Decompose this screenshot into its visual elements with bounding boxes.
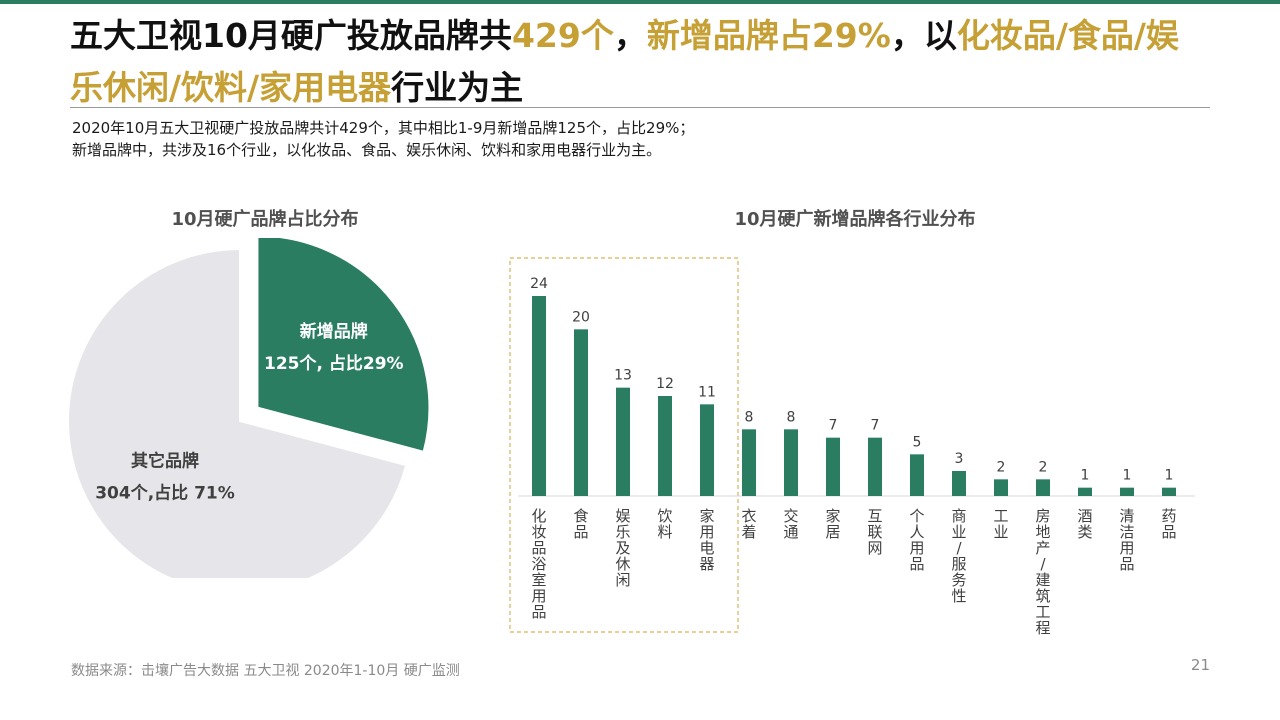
category-label: 个人用品 <box>909 507 924 573</box>
bar-value-label: 3 <box>955 451 964 467</box>
title-divider <box>70 107 1210 108</box>
data-source-note: 数据来源：击壤广告大数据 五大卫视 2020年1-10月 硬广监测 <box>71 663 460 679</box>
bar-value-label: 8 <box>745 409 754 425</box>
title-highlight: 化妆品/食品/娱乐休闲/饮料/家用电器 <box>70 16 1179 107</box>
category-label: 交通 <box>783 507 798 541</box>
page-title: 五大卫视10月硬广投放品牌共429个，新增品牌占29%，以化妆品/食品/娱乐休闲… <box>70 10 1210 114</box>
bar-value-label: 2 <box>1039 459 1048 475</box>
summary-line-1: 2020年10月五大卫视硬广投放品牌共计429个，其中相比1-9月新增品牌125… <box>72 119 695 137</box>
bar-value-label: 24 <box>530 276 548 292</box>
bar <box>1036 479 1050 496</box>
category-label: 商业/服务性 <box>951 507 966 605</box>
bar <box>952 471 966 496</box>
title-text: ， <box>613 16 647 55</box>
page-number: 21 <box>1190 656 1210 674</box>
category-label: 清洁用品 <box>1119 507 1134 573</box>
bar-value-label: 1 <box>1123 468 1132 484</box>
bar <box>658 396 672 496</box>
bar <box>910 454 924 496</box>
bar <box>1078 487 1092 496</box>
summary-line-2: 新增品牌中，共涉及16个行业，以化妆品、食品、娱乐休闲、饮料和家用电器行业为主。 <box>72 141 662 159</box>
category-label: 食品 <box>573 507 588 541</box>
bar-value-label: 1 <box>1081 468 1090 484</box>
category-label: 家用电器 <box>699 507 714 573</box>
bar <box>826 437 840 496</box>
bar <box>1162 487 1176 496</box>
category-label: 化妆品浴室用品 <box>531 507 546 621</box>
category-label: 互联网 <box>867 507 882 557</box>
pie-slice-name: 新增品牌 <box>300 321 368 342</box>
bar-value-label: 11 <box>698 384 716 400</box>
bar <box>700 404 714 496</box>
bar-value-label: 20 <box>572 309 590 325</box>
bar <box>574 329 588 496</box>
bar <box>868 437 882 496</box>
pie-chart: 新增品牌 125个, 占比29% 其它品牌 304个,占比 71% <box>67 238 431 578</box>
bar-value-label: 8 <box>787 409 796 425</box>
title-highlight: 新增品牌占29% <box>646 16 891 55</box>
title-text: 五大卫视10月硬广投放品牌共 <box>70 16 512 55</box>
bar-value-label: 1 <box>1165 468 1174 484</box>
bar <box>616 387 630 496</box>
bar-value-label: 7 <box>871 418 880 434</box>
pie-chart-title: 10月硬广品牌占比分布 <box>171 209 359 230</box>
pie-slice-name: 其它品牌 <box>131 451 199 472</box>
bar-value-label: 2 <box>997 459 1006 475</box>
highlight-box <box>509 257 739 633</box>
bar <box>532 296 546 496</box>
pie-slice-label: 125个, 占比29% <box>264 353 404 374</box>
category-label: 工业 <box>993 507 1008 541</box>
bar-chart-title: 10月硬广新增品牌各行业分布 <box>734 209 976 230</box>
summary-text: 2020年10月五大卫视硬广投放品牌共计429个，其中相比1-9月新增品牌125… <box>72 117 694 161</box>
category-label: 药品 <box>1161 507 1176 541</box>
pie-slice-label: 304个,占比 71% <box>95 483 235 504</box>
bar <box>742 429 756 496</box>
category-label: 饮料 <box>657 507 672 541</box>
bar-value-label: 5 <box>913 434 922 450</box>
category-label: 家居 <box>825 507 840 541</box>
bar-value-label: 12 <box>656 376 674 392</box>
bar <box>1120 487 1134 496</box>
title-highlight: 429个 <box>511 16 614 55</box>
bar <box>994 479 1008 496</box>
bar-value-label: 13 <box>614 368 632 384</box>
category-label: 衣着 <box>741 507 756 541</box>
title-text: 行业为主 <box>391 68 524 107</box>
bar-chart: 24化妆品浴室用品20食品13娱乐及休闲12饮料11家用电器8衣着8交通7家居7… <box>509 257 1195 637</box>
title-text: ，以 <box>890 16 957 55</box>
pie-slice-other-brands <box>67 247 408 578</box>
pie-slice-new-brands <box>256 238 431 454</box>
bar <box>784 429 798 496</box>
category-label: 房地产/建筑工程 <box>1035 507 1050 637</box>
bar-value-label: 7 <box>829 418 838 434</box>
top-accent-bar <box>0 0 1280 4</box>
category-label: 娱乐及休闲 <box>615 507 630 589</box>
category-label: 酒类 <box>1077 507 1092 541</box>
